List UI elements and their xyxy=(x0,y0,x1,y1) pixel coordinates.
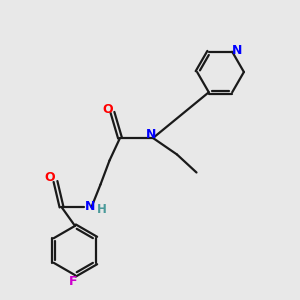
Text: N: N xyxy=(85,200,95,214)
Text: O: O xyxy=(45,171,56,184)
Text: H: H xyxy=(97,203,107,216)
Text: N: N xyxy=(146,128,157,141)
Text: N: N xyxy=(232,44,242,57)
Text: O: O xyxy=(103,103,113,116)
Text: F: F xyxy=(69,274,78,288)
